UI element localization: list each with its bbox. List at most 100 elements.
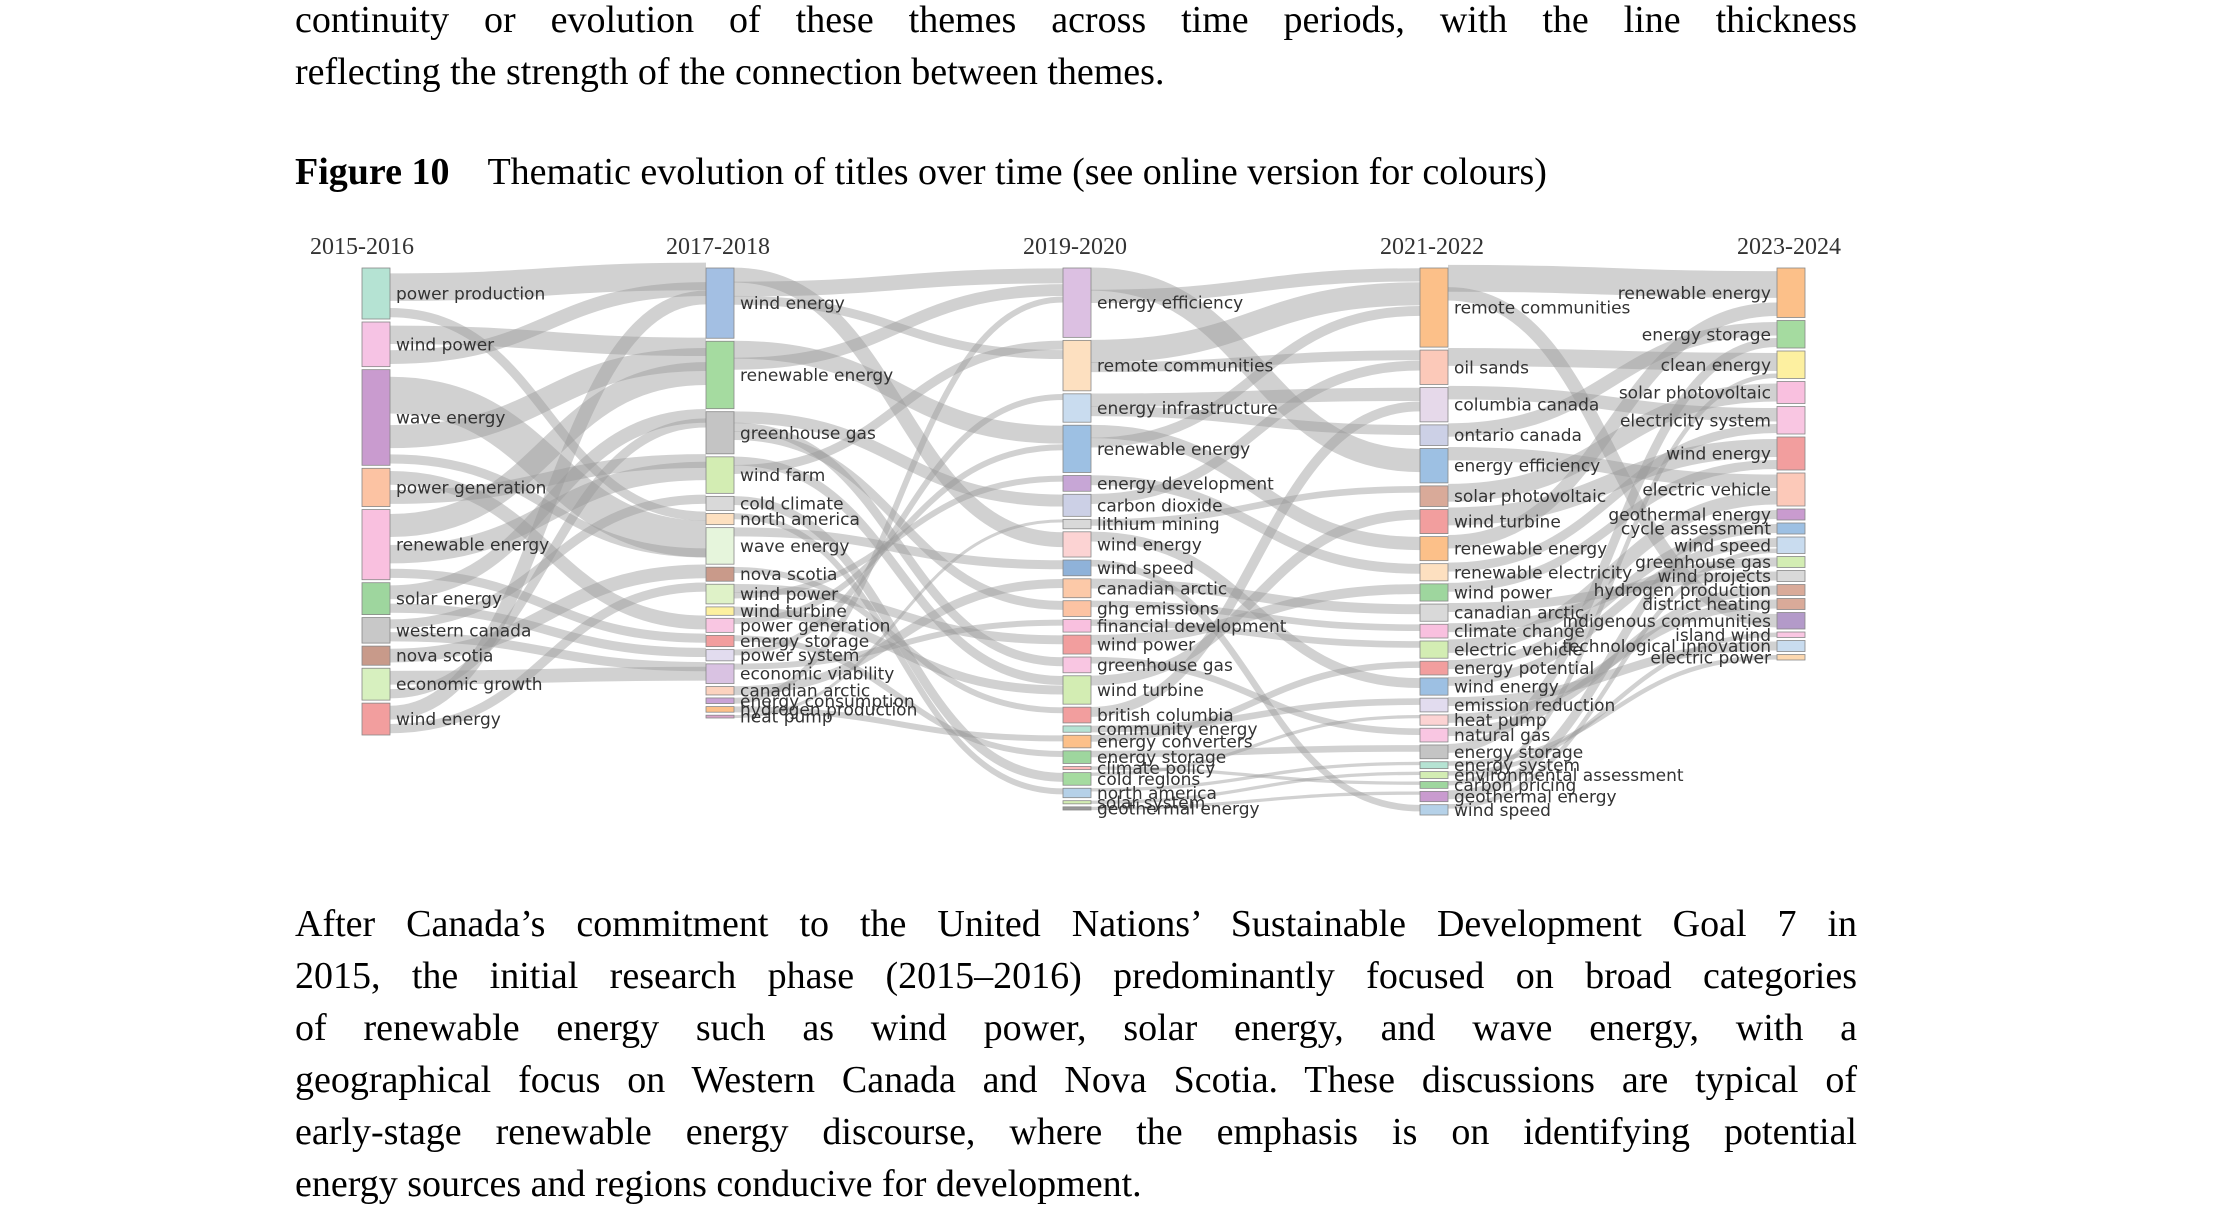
flow-link bbox=[733, 268, 1064, 297]
theme-node-label: wind speed bbox=[1097, 559, 1194, 579]
theme-node-label: community energy bbox=[1097, 720, 1258, 740]
theme-node bbox=[1419, 761, 1449, 770]
figure-caption-text: Thematic evolution of titles over time (… bbox=[487, 151, 1547, 193]
text-line: early-stage renewable energy discourse, … bbox=[295, 1111, 1857, 1153]
theme-node bbox=[1776, 536, 1806, 554]
theme-node-label: renewable energy bbox=[740, 366, 893, 386]
flow-link bbox=[1090, 766, 1421, 785]
theme-node bbox=[1776, 406, 1806, 435]
theme-node bbox=[1062, 267, 1092, 338]
theme-node bbox=[1419, 640, 1449, 659]
period-header: 2015-2016 bbox=[310, 234, 414, 260]
theme-node-label: indigenous communities bbox=[1563, 612, 1771, 632]
theme-node bbox=[1776, 436, 1806, 471]
flow-link bbox=[1447, 446, 1778, 488]
theme-node-label: wind energy bbox=[1454, 678, 1559, 698]
theme-node bbox=[1419, 714, 1449, 726]
theme-node bbox=[361, 467, 391, 507]
theme-node-label: economic viability bbox=[740, 665, 894, 685]
theme-node bbox=[1062, 559, 1092, 577]
theme-node bbox=[1776, 320, 1806, 349]
theme-node bbox=[1062, 675, 1092, 705]
theme-node-label: ghg emissions bbox=[1097, 600, 1219, 620]
theme-node bbox=[1776, 570, 1806, 582]
flow-link bbox=[1447, 655, 1778, 766]
theme-node bbox=[1776, 612, 1806, 630]
flow-link bbox=[389, 325, 707, 357]
theme-node bbox=[1062, 475, 1092, 492]
theme-node bbox=[361, 267, 391, 320]
theme-node-label: natural gas bbox=[1454, 726, 1550, 746]
theme-node-label: cycle assessment bbox=[1621, 520, 1771, 540]
flow-link bbox=[1447, 585, 1778, 737]
flow-link bbox=[1090, 306, 1421, 448]
theme-node bbox=[1419, 509, 1449, 534]
theme-node bbox=[1062, 600, 1092, 617]
theme-node-label: climate policy bbox=[1097, 759, 1215, 779]
theme-node-label: energy storage bbox=[1642, 325, 1771, 345]
theme-node-label: wind turbine bbox=[1454, 513, 1561, 533]
theme-node bbox=[1776, 267, 1806, 318]
flow-link bbox=[389, 454, 707, 504]
theme-node bbox=[705, 267, 735, 339]
flow-link bbox=[733, 284, 1064, 370]
theme-node-label: nova scotia bbox=[740, 565, 837, 585]
theme-node bbox=[361, 645, 391, 666]
flow-link bbox=[1447, 632, 1778, 776]
paragraph-above-figure: continuity or evolution of these themes … bbox=[295, 0, 1857, 98]
theme-node bbox=[1419, 349, 1449, 385]
theme-node-label: renewable energy bbox=[1454, 540, 1607, 560]
theme-node bbox=[1062, 706, 1092, 724]
theme-node-label: wind energy bbox=[1097, 535, 1202, 555]
theme-node-label: wind projects bbox=[1658, 567, 1772, 587]
text-line: energy sources and regions conducive for… bbox=[295, 1163, 1142, 1205]
theme-node bbox=[1776, 654, 1806, 661]
theme-node bbox=[361, 321, 391, 368]
theme-node bbox=[1062, 531, 1092, 558]
flow-link bbox=[1090, 698, 1421, 733]
theme-node-label: wind energy bbox=[1666, 445, 1771, 465]
theme-node bbox=[1419, 660, 1449, 676]
flow-link bbox=[1090, 656, 1421, 735]
theme-node-label: heat pump bbox=[1454, 711, 1547, 731]
flow-link bbox=[733, 456, 1064, 685]
flow-link bbox=[733, 606, 1064, 695]
theme-node-label: greenhouse gas bbox=[740, 424, 876, 444]
flow-link bbox=[1090, 559, 1421, 812]
theme-node bbox=[1062, 734, 1092, 749]
theme-node bbox=[1419, 771, 1449, 779]
paragraph-below-figure: After Canada’s commitment to the United … bbox=[295, 898, 1857, 1210]
theme-node-label: district heating bbox=[1642, 595, 1771, 615]
theme-node-label: wave energy bbox=[396, 408, 505, 428]
theme-node-label: wind energy bbox=[396, 710, 501, 730]
theme-node bbox=[1419, 424, 1449, 446]
flow-link bbox=[733, 422, 1064, 667]
theme-node-label: hydrogen production bbox=[1594, 581, 1771, 601]
flow-link bbox=[1090, 401, 1421, 717]
theme-node-label: energy development bbox=[1097, 474, 1274, 494]
flow-link bbox=[1447, 322, 1778, 437]
theme-node bbox=[705, 606, 735, 616]
theme-node bbox=[705, 663, 735, 684]
flow-link bbox=[1090, 771, 1421, 804]
nodes-layer: power production wind power wave energy pow… bbox=[361, 267, 1806, 821]
theme-node-label: power production bbox=[396, 285, 545, 305]
theme-node-label: electric vehicle bbox=[1642, 481, 1771, 501]
flow-link bbox=[1447, 348, 1778, 371]
theme-node bbox=[705, 527, 735, 565]
flow-link bbox=[1090, 282, 1421, 363]
flow-link bbox=[1090, 619, 1421, 648]
theme-node-label: power generation bbox=[740, 616, 890, 636]
theme-node bbox=[1419, 790, 1449, 803]
theme-node-label: remote communities bbox=[1454, 299, 1631, 319]
period-header: 2019-2020 bbox=[1023, 234, 1127, 260]
theme-node-label: western canada bbox=[396, 621, 531, 641]
theme-node-label: energy converters bbox=[1097, 733, 1253, 753]
flow-link bbox=[1090, 714, 1421, 776]
flow-link bbox=[389, 418, 707, 699]
theme-node bbox=[705, 411, 735, 455]
flow-link bbox=[389, 568, 707, 643]
theme-node bbox=[361, 369, 391, 466]
links-layer bbox=[389, 262, 1778, 812]
